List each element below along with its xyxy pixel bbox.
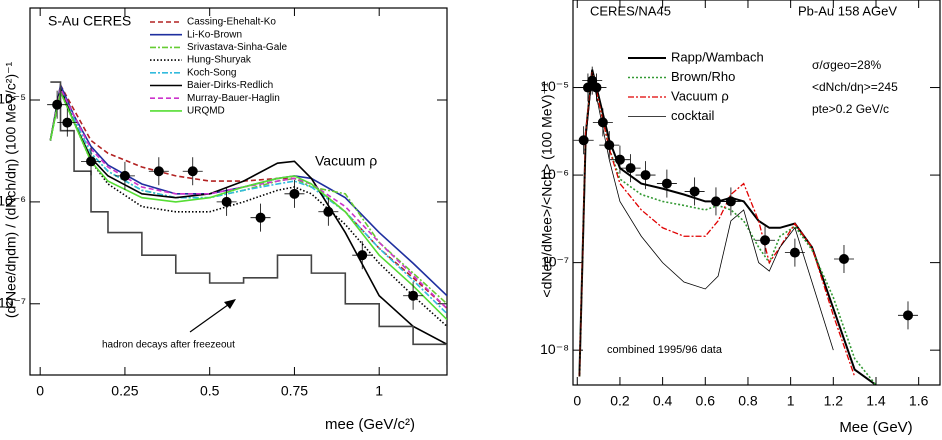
data-point (640, 170, 651, 181)
legend-label: Brown/Rho (671, 69, 735, 84)
annotation: σ/σgeo=28% (812, 58, 882, 72)
annotation: Pb-Au 158 AGeV (798, 3, 897, 18)
data-point (62, 117, 73, 128)
x-tick-label: 1 (375, 383, 383, 399)
data-point (357, 250, 368, 261)
annotation: hadron decays after freezeout (102, 340, 235, 351)
x-tick-label: 0 (573, 393, 581, 409)
x-tick-label: 0 (36, 383, 44, 399)
y-tick-label: 10⁻⁷ (541, 253, 569, 269)
x-axis-label: mee (GeV/c²) (325, 416, 415, 433)
x-tick-label: 1.4 (866, 393, 886, 409)
x-tick-label: 0.4 (653, 393, 673, 409)
y-tick-label: 10⁻⁵ (540, 78, 569, 94)
annotation: pte>0.2 GeV/c (812, 102, 889, 116)
data-point (289, 188, 300, 199)
legend-label: Baier-Dirks-Redlich (187, 80, 273, 91)
x-axis-label: Mee (GeV) (839, 419, 912, 436)
curves (578, 69, 877, 385)
data-point (902, 310, 913, 321)
series-line (49, 85, 447, 305)
plot-frame (572, 0, 941, 386)
data-point (625, 163, 636, 174)
data-point (255, 212, 266, 223)
data-point (614, 154, 625, 165)
data-point (86, 156, 97, 167)
data-point (187, 166, 198, 177)
data-point (119, 170, 130, 181)
annotation: CERES/NA45 (590, 3, 671, 18)
x-tick-label: 0.8 (738, 393, 758, 409)
data-point (789, 247, 800, 258)
arrow-shaft (189, 301, 233, 333)
annotation: Vacuum ρ (315, 153, 377, 169)
data-point (408, 290, 419, 301)
data-point (760, 235, 771, 246)
series-line (49, 89, 447, 321)
series-line (49, 85, 447, 315)
series-line (49, 85, 447, 310)
data-point (597, 117, 608, 128)
legend-label: Cassing-Ehehalt-Ko (187, 17, 276, 28)
y-tick-label: 10⁻⁸ (540, 341, 569, 357)
annotation: S-Au CERES (48, 13, 131, 29)
legend-label: URQMD (187, 106, 225, 117)
x-tick-label: 1 (787, 393, 795, 409)
series-line (50, 81, 447, 366)
y-tick-label: 10⁻⁷ (0, 294, 26, 310)
legend-label: Koch-Song (187, 67, 236, 78)
y-axis-label: (d²Nee/dηdm) / (dNch/dη) (100 MeV/c²)⁻¹ (3, 61, 19, 318)
plot-frame (29, 7, 448, 376)
data-point (221, 196, 232, 207)
data-point (52, 99, 63, 110)
series-line (578, 71, 856, 377)
data-point (725, 196, 736, 207)
data-point (153, 166, 164, 177)
data-point (578, 135, 589, 146)
arrow-head (224, 299, 236, 309)
series-line (579, 74, 834, 377)
legend-label: Srivastava-Sinha-Gale (187, 42, 287, 53)
x-tick-label: 0.25 (111, 383, 138, 399)
x-tick-label: 0.6 (696, 393, 716, 409)
legend-label: Rapp/Wambach (671, 49, 764, 64)
series-line (578, 71, 877, 385)
y-tick-label: 10⁻⁶ (0, 193, 26, 209)
legend-label: cocktail (671, 108, 714, 123)
data-point (591, 82, 602, 93)
y-axis-label: <dNee/dMee>/<Nch> (100 MeV)⁻¹ (539, 82, 555, 298)
data-point (689, 186, 700, 197)
y-tick-label: 10⁻⁵ (0, 91, 26, 107)
data-point (710, 196, 721, 207)
data-point (323, 206, 334, 217)
y-tick-label: 10⁻⁶ (540, 166, 569, 182)
curves (49, 81, 447, 366)
x-tick-label: 0.5 (200, 383, 220, 399)
series-line (49, 85, 447, 346)
x-tick-label: 1.2 (824, 393, 844, 409)
x-tick-label: 0.75 (281, 383, 308, 399)
annotation: <dNch/dη>=245 (812, 80, 898, 94)
series-line (49, 82, 447, 310)
x-tick-label: 1.6 (909, 393, 929, 409)
legend-label: Li-Ko-Brown (187, 29, 242, 40)
series-line (49, 89, 447, 327)
data-point (661, 178, 672, 189)
legend-label: Murray-Bauer-Haglin (187, 93, 280, 104)
data-point (604, 140, 615, 151)
x-tick-label: 0.2 (610, 393, 630, 409)
annotation: combined 1995/96 data (607, 344, 723, 356)
series-line (49, 82, 447, 297)
legend-label: Vacuum ρ (671, 88, 729, 103)
series-line (578, 69, 877, 385)
data-point (838, 253, 849, 264)
legend-label: Hung-Shuryak (187, 55, 252, 66)
